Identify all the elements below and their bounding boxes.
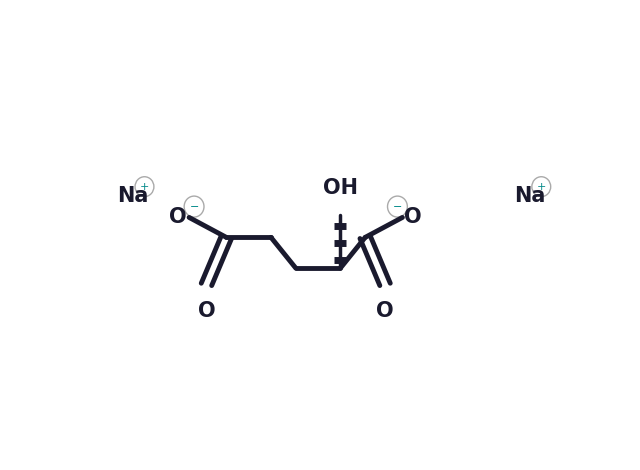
Text: O: O xyxy=(198,301,215,321)
Text: −: − xyxy=(393,202,402,212)
Text: Na: Na xyxy=(117,186,148,206)
Text: O: O xyxy=(376,301,394,321)
Text: O: O xyxy=(170,207,187,227)
Text: Na: Na xyxy=(514,186,545,206)
Text: +: + xyxy=(536,182,546,192)
Text: OH: OH xyxy=(323,178,358,197)
Text: +: + xyxy=(140,182,149,192)
Text: −: − xyxy=(189,202,199,212)
Text: O: O xyxy=(404,207,422,227)
